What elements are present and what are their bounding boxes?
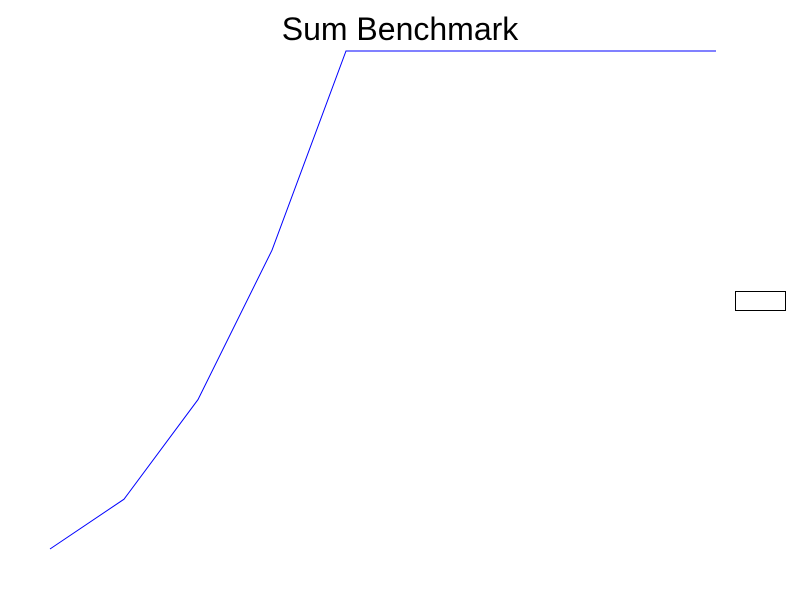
- series-layer: [49, 50, 716, 550]
- legend: [735, 291, 786, 311]
- series-line-0: [49, 50, 716, 550]
- chart-title: Sum Benchmark: [281, 11, 519, 47]
